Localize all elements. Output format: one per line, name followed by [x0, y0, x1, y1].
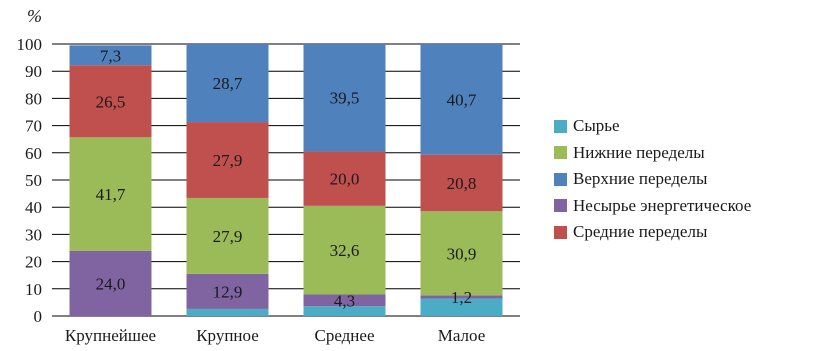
legend-item: Верхние переделы: [554, 166, 751, 193]
bar-segment: [420, 295, 503, 299]
y-tick-labels: 0 10 20 30 40 50 60 70 80 90 100: [17, 35, 43, 326]
y-tick-label: 50: [25, 171, 42, 190]
data-label: 32,6: [330, 241, 360, 260]
data-label: 40,7: [447, 90, 477, 109]
y-tick-label: 100: [17, 35, 43, 54]
data-label: 4,3: [334, 291, 355, 310]
bar-segment: [69, 137, 152, 251]
legend-label: Нижние переделы: [573, 142, 705, 162]
legend-item: Несырье энергетическое: [554, 193, 751, 220]
data-label: 27,9: [213, 151, 243, 170]
data-label: 28,7: [213, 74, 243, 93]
y-axis-label: %: [27, 6, 42, 26]
legend-label: Сырье: [573, 116, 620, 136]
data-label: 41,7: [96, 185, 126, 204]
legend-item: Нижние переделы: [554, 140, 751, 167]
y-tick-label: 0: [34, 307, 43, 326]
data-label: 1,2: [451, 288, 472, 307]
x-tick-label: Малое: [438, 326, 486, 345]
y-tick-label: 10: [25, 280, 42, 299]
data-label: 30,9: [447, 244, 477, 263]
data-label: 7,3: [100, 46, 121, 65]
bar-segment: [303, 151, 386, 206]
bar-segment: [303, 306, 386, 316]
legend-swatch: [554, 172, 567, 186]
y-tick-label: 40: [25, 198, 42, 217]
x-tick-label: Крупное: [196, 326, 259, 345]
legend-item: Сырье: [554, 113, 751, 140]
bar-segment: [186, 197, 269, 274]
data-labels: 24,0 41,7 26,5 7,3 12,9 27,9 27,9 28,7 4,3 32,6 20…: [96, 46, 477, 310]
bar-segment: [420, 154, 503, 212]
bar-segment: [69, 65, 152, 138]
legend: Сырье Нижние переделы Верхние переделы Несы…: [554, 113, 751, 246]
legend-label: Верхние переделы: [573, 169, 708, 189]
x-tick-label: Крупнейшее: [65, 326, 156, 345]
x-tick-label: Среднее: [315, 326, 375, 345]
legend-swatch: [554, 199, 567, 213]
bar-segment: [186, 308, 269, 316]
y-tick-label: 60: [25, 144, 42, 163]
legend-swatch: [554, 146, 567, 160]
legend-swatch: [554, 225, 567, 239]
legend-item: Средние переделы: [554, 219, 751, 246]
data-label: 20,8: [447, 174, 477, 193]
legend-swatch: [554, 119, 567, 133]
bar-segment: [186, 44, 269, 123]
data-label: 20,0: [330, 170, 360, 189]
bar-segment: [69, 45, 152, 66]
data-label: 24,0: [96, 274, 126, 293]
bar-segment: [420, 298, 503, 316]
legend-label: Средние переделы: [573, 222, 708, 242]
y-tick-label: 80: [25, 89, 42, 108]
x-tick-labels: Крупнейшее Крупное Среднее Малое: [65, 326, 485, 345]
bar-segment: [420, 211, 503, 296]
bar-segment: [420, 44, 503, 155]
data-label: 12,9: [213, 282, 243, 301]
bar-segment: [303, 294, 386, 307]
data-label: 27,9: [213, 227, 243, 246]
bar-segment: [186, 273, 269, 309]
y-tick-label: 30: [25, 225, 42, 244]
bar-segment: [186, 122, 269, 198]
bar-segment: [303, 205, 386, 295]
y-tick-label: 70: [25, 117, 42, 136]
y-tick-label: 90: [25, 62, 42, 81]
bar-segment: [303, 44, 386, 152]
bar-segment: [69, 250, 152, 316]
y-tick-label: 20: [25, 253, 42, 272]
bars: [69, 44, 503, 316]
data-label: 26,5: [96, 92, 126, 111]
data-label: 39,5: [330, 89, 360, 108]
legend-label: Несырье энергетическое: [573, 195, 752, 215]
